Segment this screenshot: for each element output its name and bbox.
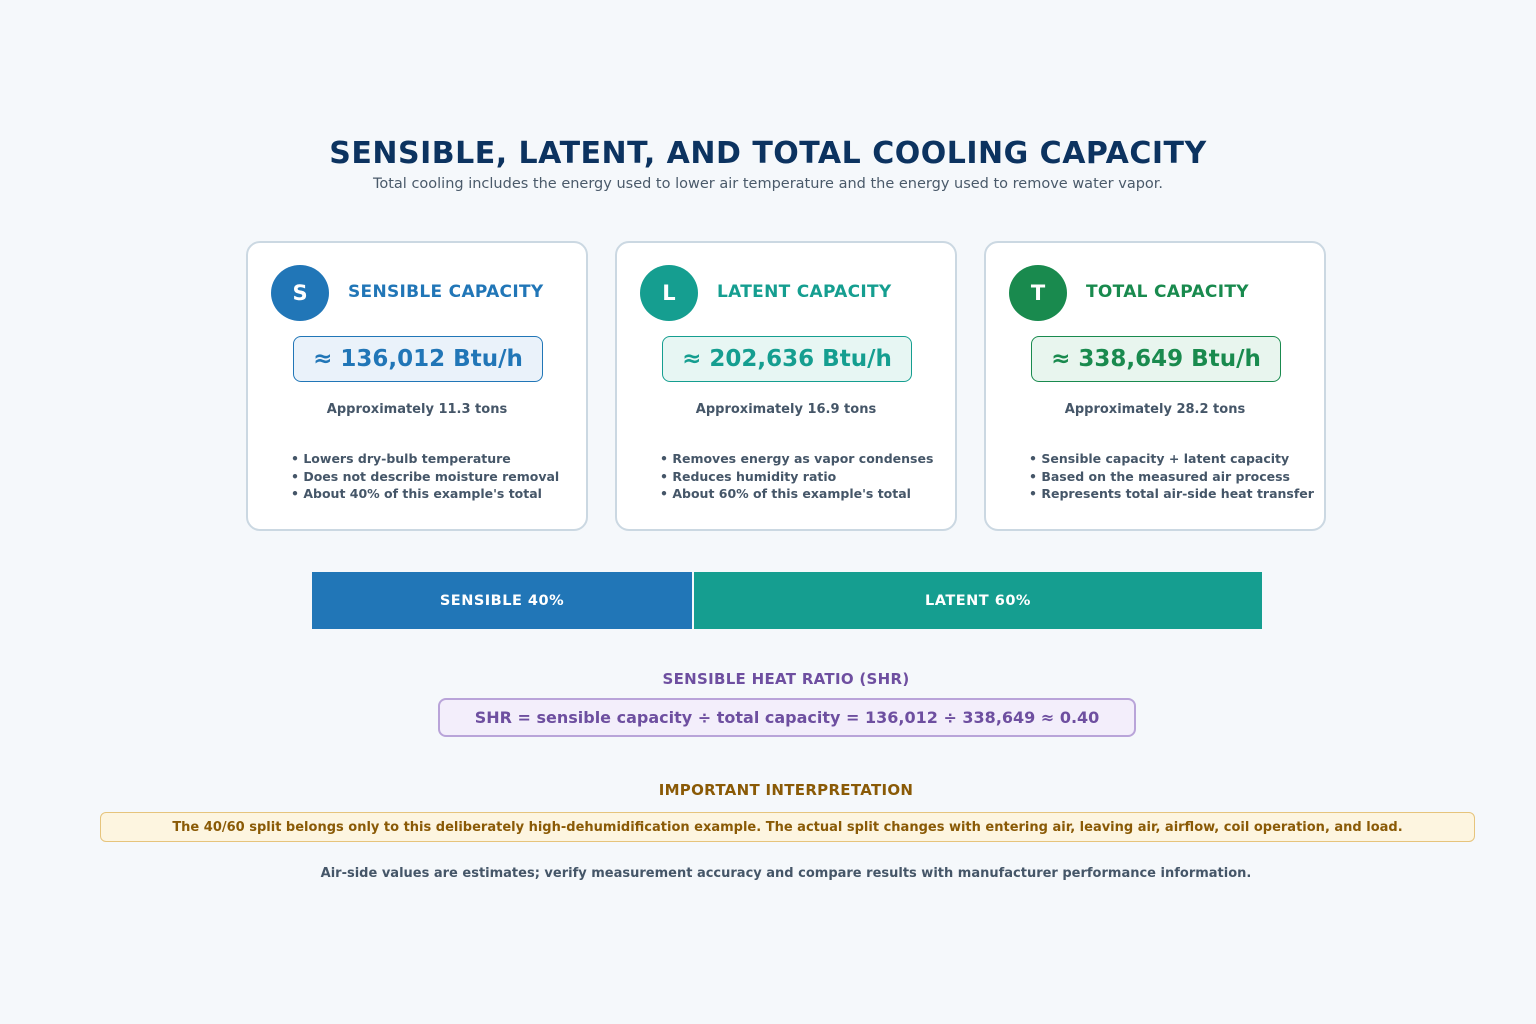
- latent-card-title: LATENT CAPACITY: [717, 282, 892, 302]
- interpretation-heading: IMPORTANT INTERPRETATION: [658, 781, 914, 799]
- total-card-title: TOTAL CAPACITY: [1086, 282, 1249, 302]
- bullet-item: • Removes energy as vapor condenses: [660, 451, 934, 466]
- total-value: ≈ 338,649 Btu/h: [1031, 336, 1281, 382]
- latent-badge-icon: L: [640, 265, 698, 321]
- bullet-item: • Based on the measured air process: [1029, 468, 1290, 484]
- total-bullet-list: • Sensible capacity + latent capacity • …: [1029, 450, 1314, 503]
- shr-heading: SENSIBLE HEAT RATIO (SHR): [662, 670, 910, 688]
- bullet-item: • Represents total air-side heat transfe…: [1029, 486, 1314, 501]
- sensible-badge-icon: S: [271, 265, 329, 321]
- sensible-tons: Approximately 11.3 tons: [326, 402, 508, 417]
- latent-value: ≈ 202,636 Btu/h: [662, 336, 912, 382]
- bullet-item: • Sensible capacity + latent capacity: [1029, 451, 1290, 466]
- interpretation-note: The 40/60 split belongs only to this del…: [100, 812, 1475, 842]
- page-title: SENSIBLE, LATENT, AND TOTAL COOLING CAPA…: [329, 136, 1207, 171]
- sensible-card-title: SENSIBLE CAPACITY: [348, 282, 544, 302]
- sensible-capacity-card: S SENSIBLE CAPACITY ≈ 136,012 Btu/h Appr…: [246, 241, 588, 531]
- latent-capacity-card: L LATENT CAPACITY ≈ 202,636 Btu/h Approx…: [615, 241, 957, 531]
- bullet-item: • Does not describe moisture removal: [291, 468, 560, 484]
- total-tons: Approximately 28.2 tons: [1064, 402, 1246, 417]
- shr-formula: SHR = sensible capacity ÷ total capacity…: [438, 698, 1136, 737]
- footer-note: Air-side values are estimates; verify me…: [320, 866, 1252, 881]
- total-badge-icon: T: [1009, 265, 1067, 321]
- latent-split-bar: LATENT 60%: [694, 572, 1262, 629]
- sensible-split-bar: SENSIBLE 40%: [312, 572, 692, 629]
- bullet-item: • About 40% of this example's total: [291, 486, 542, 501]
- sensible-value: ≈ 136,012 Btu/h: [293, 336, 543, 382]
- bullet-item: • Lowers dry-bulb temperature: [291, 451, 511, 466]
- bullet-item: • About 60% of this example's total: [660, 486, 911, 501]
- latent-tons: Approximately 16.9 tons: [695, 402, 877, 417]
- bullet-item: • Reduces humidity ratio: [660, 468, 837, 484]
- page-subtitle: Total cooling includes the energy used t…: [372, 176, 1164, 192]
- total-capacity-card: T TOTAL CAPACITY ≈ 338,649 Btu/h Approxi…: [984, 241, 1326, 531]
- latent-bullet-list: • Removes energy as vapor condenses • Re…: [660, 450, 933, 503]
- sensible-bullet-list: • Lowers dry-bulb temperature • Does not…: [291, 450, 559, 503]
